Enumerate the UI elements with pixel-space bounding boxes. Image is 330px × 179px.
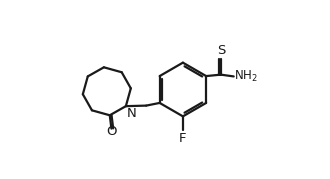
Text: F: F [179,132,187,145]
Text: NH$_2$: NH$_2$ [234,69,258,84]
Text: O: O [107,125,117,138]
Text: S: S [216,44,225,57]
Text: N: N [127,107,137,120]
